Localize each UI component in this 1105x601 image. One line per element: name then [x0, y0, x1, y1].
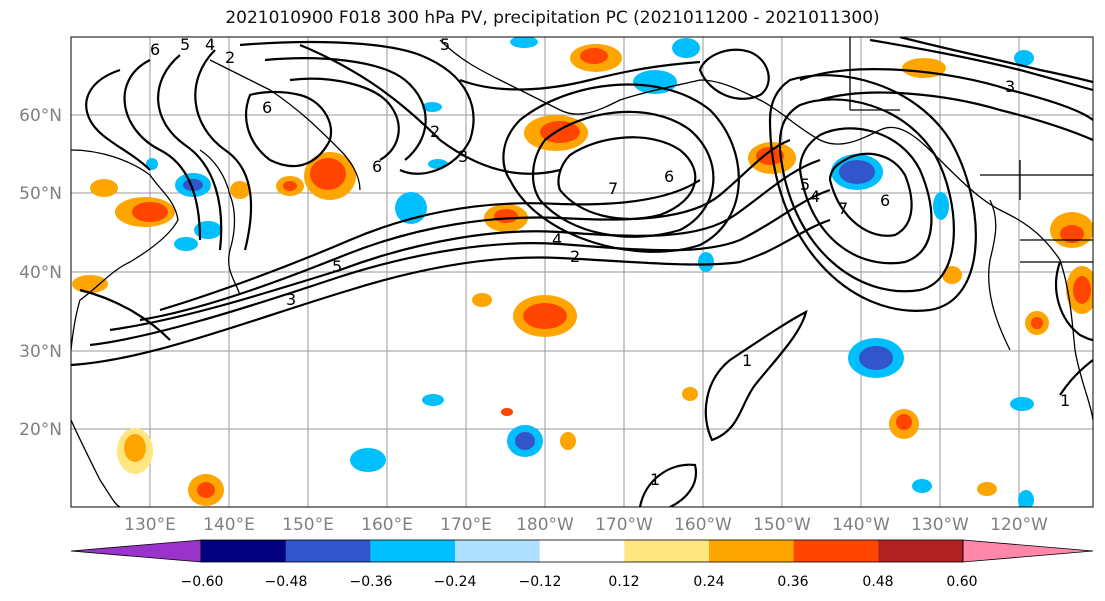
lon-label: 180°W: [516, 515, 574, 535]
graticule: [71, 37, 1093, 507]
colorbar-outline: [200, 539, 964, 563]
contour-label: 6: [262, 98, 272, 117]
lon-label: 170°E: [440, 515, 492, 535]
contour-label: 6: [664, 167, 674, 186]
colorbar-segment: [878, 540, 964, 562]
contour-label: 5: [180, 35, 190, 54]
contour-label: 2: [430, 122, 440, 141]
colorbar-segment: [201, 540, 287, 562]
contour-label: 2: [570, 247, 580, 266]
longitude-labels: 130°E 140°E 150°E 160°E 170°E 180°W 170°…: [124, 515, 1048, 535]
contour-label: 3: [286, 290, 296, 309]
contour-label: 4: [552, 230, 562, 249]
colorbar-segment: [539, 540, 625, 562]
coastlines: [71, 37, 1093, 507]
lon-label: 140°E: [203, 515, 255, 535]
pv-contours: [71, 37, 1093, 507]
lon-label: 130°W: [911, 515, 969, 535]
colorbar-extend-high: [962, 539, 1094, 563]
colorbar-segment: [793, 540, 879, 562]
lon-label: 150°E: [282, 515, 334, 535]
colorbar-tick-labels: −0.60 −0.48 −0.36 −0.24 −0.12 0.12 0.24 …: [181, 574, 978, 590]
colorbar-tick-label: −0.36: [350, 574, 393, 590]
latitude-labels: 60°N 50°N 40°N 30°N 20°N: [19, 106, 62, 440]
contour-label: 5: [332, 257, 342, 276]
colorbar: [70, 539, 1094, 563]
colorbar-extend-low: [70, 539, 202, 563]
lat-label: 50°N: [19, 184, 62, 204]
lon-label: 160°E: [361, 515, 413, 535]
lat-label: 20°N: [19, 420, 62, 440]
colorbar-tick-label: 0.60: [946, 574, 977, 590]
contour-label: 7: [838, 199, 848, 218]
contour-label: 6: [880, 191, 890, 210]
colorbar-tick-label: 0.24: [693, 574, 724, 590]
colorbar-tick-label: 0.48: [862, 574, 893, 590]
contour-label: 1: [742, 351, 752, 370]
colorbar-segment: [455, 540, 541, 562]
contour-label: 7: [608, 179, 618, 198]
lon-label: 120°W: [990, 515, 1048, 535]
contour-label: 1: [650, 470, 660, 489]
contour-label: 5: [800, 175, 810, 194]
lat-label: 40°N: [19, 263, 62, 283]
contour-label: 3: [458, 147, 468, 166]
lon-label: 160°W: [674, 515, 732, 535]
colorbar-segment: [370, 540, 456, 562]
map-frame: [70, 36, 1094, 508]
map-title: 2021010900 F018 300 hPa PV, precipitatio…: [225, 8, 880, 28]
contour-label: 5: [440, 35, 450, 54]
colorbar-tick-label: −0.48: [265, 574, 308, 590]
contour-label: 2: [225, 48, 235, 67]
colorbar-tick-label: −0.24: [434, 574, 477, 590]
colorbar-tick-label: −0.12: [519, 574, 562, 590]
colorbar-tick-label: 0.12: [608, 574, 639, 590]
colorbar-tick-label: −0.60: [181, 574, 224, 590]
lon-label: 170°W: [595, 515, 653, 535]
colorbar-tick-label: 0.36: [777, 574, 808, 590]
colorbar-segment: [624, 540, 710, 562]
contour-label: 6: [372, 157, 382, 176]
precip-anomaly-shading: [72, 37, 1093, 507]
lon-label: 140°W: [832, 515, 890, 535]
lon-label: 150°W: [753, 515, 811, 535]
contour-label: 4: [205, 35, 215, 54]
lat-label: 60°N: [19, 106, 62, 126]
colorbar-segment: [709, 540, 795, 562]
lon-label: 130°E: [124, 515, 176, 535]
contour-label: 3: [1005, 77, 1015, 96]
contour-label: 1: [1060, 391, 1070, 410]
contour-label: 6: [150, 40, 160, 59]
lat-label: 30°N: [19, 342, 62, 362]
contour-label: 4: [810, 187, 820, 206]
contour-labels: 6 5 4 2 6 2 3 6 3 7 6 4 2 5 3 5 7 6 5 4 …: [150, 35, 1070, 489]
colorbar-segment: [285, 540, 371, 562]
